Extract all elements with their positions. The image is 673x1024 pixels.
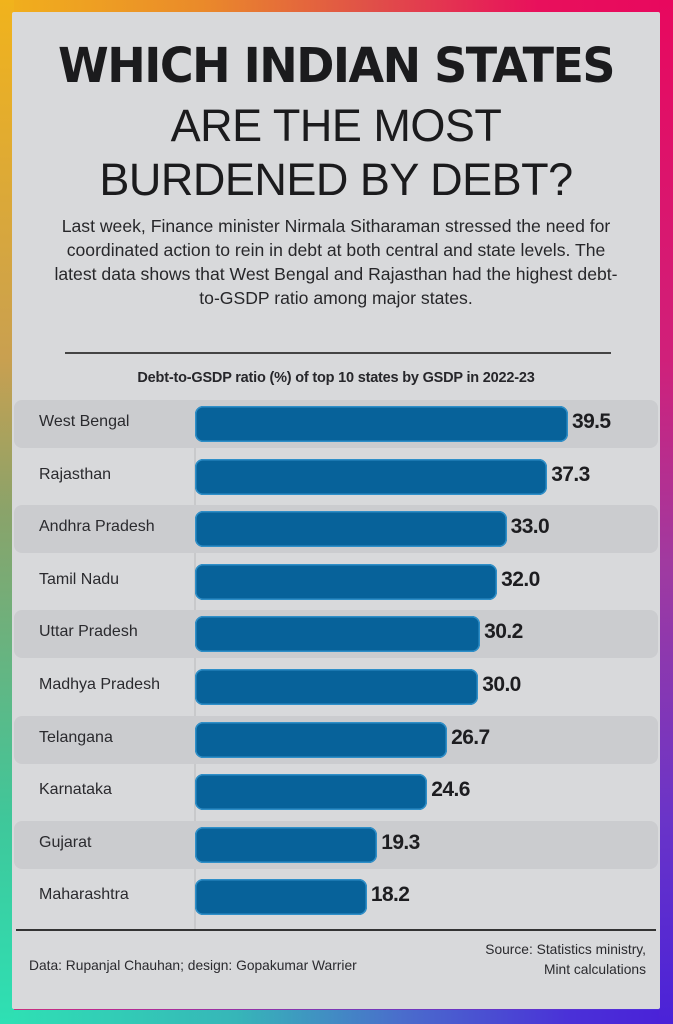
bar-chart: West Bengal 39.5 Rajasthan 37.3 Andhra Prade… <box>12 398 660 930</box>
state-label: Telangana <box>39 728 113 746</box>
data-bar <box>195 826 378 863</box>
data-bar <box>195 879 367 916</box>
chart-row: Maharashtra 18.2 <box>12 871 660 923</box>
chart-row: Andhra Pradesh 33.0 <box>12 503 660 555</box>
state-label: Madhya Pradesh <box>39 676 160 693</box>
state-label: Tamil Nadu <box>39 570 120 588</box>
value-label: 26.7 <box>451 725 490 749</box>
data-bar <box>195 721 448 758</box>
state-label: Maharashtra <box>39 886 129 904</box>
state-label: West Bengal <box>39 413 130 430</box>
headline-line-2: ARE THE MOST <box>170 100 502 151</box>
chart-row: Karnataka 24.6 <box>12 766 660 818</box>
headline-line-1: WHICH INDIAN STATES <box>57 36 616 94</box>
infographic-card: WHICH INDIAN STATES ARE THE MOST BURDENE… <box>12 12 660 1009</box>
credit-text: Data: Rupanjal Chauhan; design: Gopakuma… <box>29 958 357 973</box>
intro-paragraph: Last week, Finance minister Nirmala Sith… <box>54 216 618 308</box>
chart-row: Tamil Nadu 32.0 <box>12 556 660 608</box>
state-label: Andhra Pradesh <box>39 518 155 536</box>
source-text: Source: Statistics ministry, Mint calcul… <box>386 940 646 980</box>
state-label: Gujarat <box>39 833 92 851</box>
gradient-frame-left <box>0 0 14 1024</box>
chart-row: Uttar Pradesh 30.2 <box>12 608 660 660</box>
value-label: 33.0 <box>510 515 550 539</box>
chart-row: Madhya Pradesh 30.0 <box>12 661 660 713</box>
data-bar <box>195 511 507 548</box>
chart-row: West Bengal 39.5 <box>12 398 660 450</box>
value-label: 39.5 <box>572 410 611 433</box>
divider-top <box>65 352 611 354</box>
value-label: 37.3 <box>551 462 590 486</box>
chart-subtitle: Debt-to-GSDP ratio (%) of top 10 states … <box>137 370 535 386</box>
data-bar <box>195 774 428 811</box>
state-label: Uttar Pradesh <box>39 623 138 641</box>
value-label: 30.2 <box>484 620 523 644</box>
chart-row: Gujarat 19.3 <box>12 819 660 871</box>
value-label: 24.6 <box>431 778 470 802</box>
data-bar <box>195 669 479 705</box>
chart-row: Telangana 26.7 <box>12 714 660 766</box>
value-label: 32.0 <box>501 567 540 591</box>
data-bar <box>195 563 498 600</box>
value-label: 30.0 <box>482 673 521 696</box>
source-line-1: Source: Statistics ministry, <box>485 942 646 957</box>
gradient-frame-right <box>659 0 673 1024</box>
data-bar <box>195 458 548 495</box>
data-bar <box>195 616 481 653</box>
gradient-frame-bottom <box>0 1010 673 1024</box>
value-label: 18.2 <box>370 883 410 907</box>
value-label: 19.3 <box>381 830 420 854</box>
state-label: Karnataka <box>39 781 112 799</box>
divider-bottom <box>16 929 656 931</box>
chart-axis-line <box>194 402 196 930</box>
data-bar <box>195 406 568 442</box>
headline-line-3: BURDENED BY DEBT? <box>99 154 573 205</box>
chart-row: Rajasthan 37.3 <box>12 451 660 503</box>
gradient-frame-top <box>0 0 673 12</box>
state-label: Rajasthan <box>39 465 112 483</box>
source-line-2: Mint calculations <box>544 962 646 977</box>
